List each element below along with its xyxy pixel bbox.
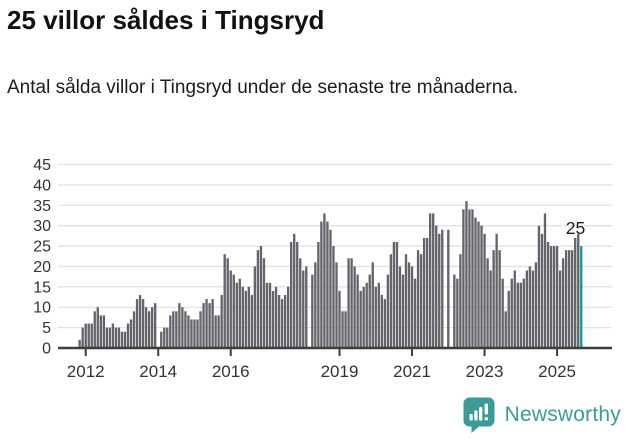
svg-text:2014: 2014 [139,362,177,381]
svg-text:20: 20 [33,259,51,276]
svg-text:25: 25 [33,239,51,256]
svg-text:2021: 2021 [393,362,431,381]
svg-text:0: 0 [42,341,51,358]
svg-text:2019: 2019 [321,362,359,381]
page-title: 25 villor såldes i Tingsryd [7,5,325,35]
svg-text:30: 30 [33,218,51,235]
svg-text:25: 25 [566,218,585,238]
svg-text:2012: 2012 [67,362,105,381]
svg-text:2023: 2023 [466,362,504,381]
svg-text:45: 45 [33,157,51,174]
bar-chart-pin-icon [463,397,495,433]
svg-text:2016: 2016 [212,362,250,381]
svg-text:5: 5 [42,320,51,337]
brand-name: Newsworthy [504,402,621,426]
svg-text:35: 35 [33,198,51,215]
chart-subtitle: Antal sålda villor i Tingsryd under de s… [7,77,519,98]
svg-text:10: 10 [33,300,51,317]
svg-text:2025: 2025 [538,362,576,381]
svg-text:15: 15 [33,279,51,296]
newsworthy-branding: Newsworthy [462,396,621,433]
svg-text:40: 40 [33,177,51,194]
